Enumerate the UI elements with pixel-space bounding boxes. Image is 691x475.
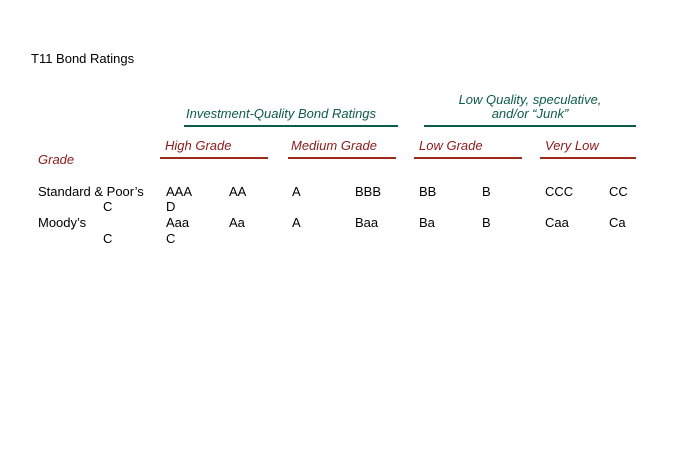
sp-rating: BB [419, 184, 437, 199]
grade-row-label: Grade [38, 152, 75, 167]
page-title: T11 Bond Ratings [31, 51, 135, 66]
investment-quality-header: Investment-Quality Bond Ratings [186, 106, 377, 121]
low-grade-rule [414, 157, 522, 159]
moodys-rating: Baa [355, 215, 379, 230]
very-low-rule [540, 157, 636, 159]
sp-rating: CCC [545, 184, 574, 199]
grade-header-very-low: Very Low [545, 138, 599, 153]
medium-grade-rule [288, 157, 396, 159]
low-quality-rule [424, 125, 636, 127]
sp-rating: A [292, 184, 301, 199]
moodys-wrap: C [103, 231, 113, 246]
sp-rating: AA [229, 184, 247, 199]
moodys-rating: Caa [545, 215, 569, 230]
moodys-rating: Ba [419, 215, 435, 230]
sp-rating: AAA [166, 184, 193, 199]
low-quality-header-line1: Low Quality, speculative, [458, 92, 602, 107]
moodys-rating: A [292, 215, 301, 230]
sp-wrap: C [103, 199, 113, 214]
high-grade-rule [160, 157, 268, 159]
sp-rating: B [482, 184, 491, 199]
grade-header-low: Low Grade [419, 138, 483, 153]
grade-header-high: High Grade [165, 138, 232, 153]
low-quality-header-line2: and/or “Junk” [491, 106, 569, 121]
moodys-rating: B [482, 215, 491, 230]
moodys-rating: Aaa [166, 215, 190, 230]
sp-rating: BBB [355, 184, 382, 199]
sp-rating: CC [609, 184, 628, 199]
grade-header-medium: Medium Grade [291, 138, 377, 153]
moodys-wrap: C [166, 231, 176, 246]
sp-wrap: D [166, 199, 176, 214]
moodys-rating: Ca [609, 215, 626, 230]
investment-quality-rule [184, 125, 398, 127]
moodys-rating: Aa [229, 215, 245, 230]
sp-label: Standard & Poor’s [38, 184, 144, 199]
moodys-label: Moody’s [38, 215, 87, 230]
